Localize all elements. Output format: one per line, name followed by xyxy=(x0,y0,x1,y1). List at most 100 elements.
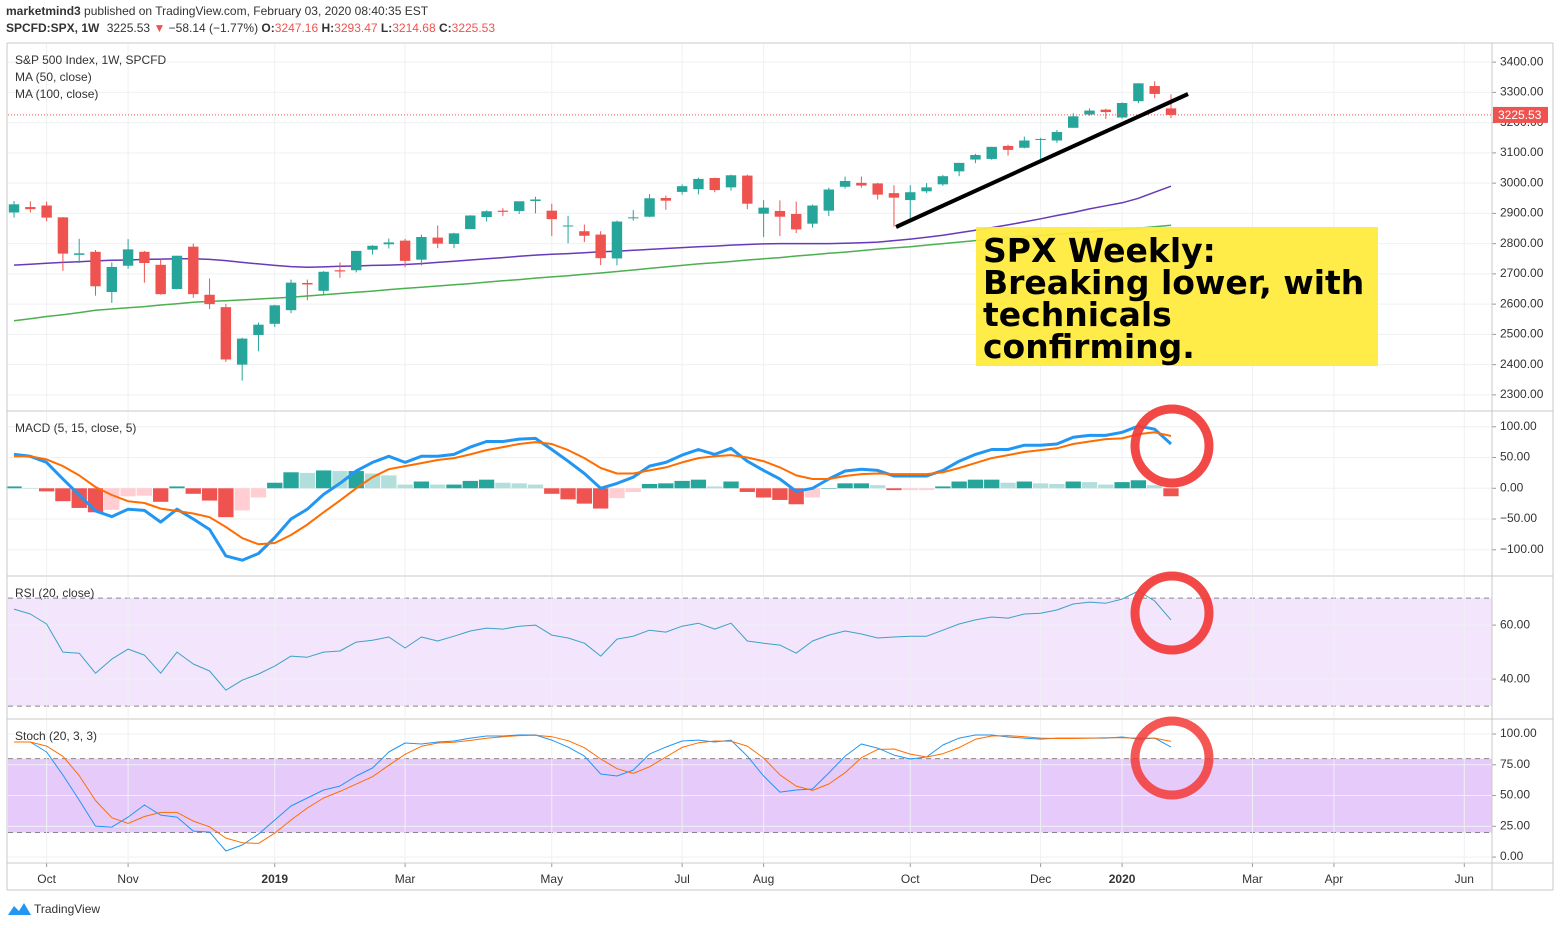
histogram-bar xyxy=(185,488,201,494)
histogram-bar xyxy=(1032,483,1049,489)
y-tick-label: 0.00 xyxy=(1500,480,1524,494)
candle-body xyxy=(481,211,492,218)
plot-area: 2300.00 2400.00 2500.00 2600.00 2700.00 2800.… xyxy=(6,44,1548,886)
histogram-bar xyxy=(1065,481,1081,489)
x-tick-label: Jul xyxy=(674,872,689,886)
drawings xyxy=(895,92,1214,800)
candle-body xyxy=(937,176,949,185)
histogram-bar xyxy=(120,488,136,497)
histogram-bar xyxy=(250,488,267,498)
candle-body xyxy=(856,182,867,186)
y-tick-label: 75.00 xyxy=(1500,757,1530,771)
candle-body xyxy=(709,177,720,191)
candle-body xyxy=(921,187,932,192)
publish-line: marketmind3 published on TradingView.com… xyxy=(6,4,429,18)
histogram-bar xyxy=(478,479,495,489)
series-line xyxy=(13,424,1173,562)
candle-body xyxy=(823,189,835,211)
candle-body xyxy=(73,253,85,255)
histogram-bar xyxy=(397,484,413,489)
histogram-bar xyxy=(625,488,641,492)
histogram-bar xyxy=(136,488,153,496)
y-tick-label: 2600.00 xyxy=(1500,296,1544,310)
y-tick-label: 2800.00 xyxy=(1500,236,1544,250)
candle-body xyxy=(399,240,411,261)
candle-body xyxy=(90,251,101,287)
candle-body xyxy=(644,198,655,217)
candle-body xyxy=(497,210,509,212)
candle-body xyxy=(269,305,280,324)
histogram-bar xyxy=(707,486,723,489)
candle-body xyxy=(416,236,427,260)
pane-title: S&P 500 Index, 1W, SPCFD xyxy=(15,53,167,67)
footer: TradingView xyxy=(8,902,100,916)
x-tick-label: Mar xyxy=(395,872,416,886)
x-tick-label: May xyxy=(540,872,563,886)
candle-body xyxy=(546,210,557,220)
histogram-bar xyxy=(299,472,316,489)
candle-body xyxy=(1002,145,1014,150)
x-tick-label: Apr xyxy=(1325,872,1344,886)
published: published on TradingView.com, February 0… xyxy=(84,4,429,18)
x-tick-label: Nov xyxy=(117,872,138,886)
legend-entry: MA (50, close) xyxy=(15,70,92,84)
candle-body xyxy=(742,175,753,204)
y-tick-label: 50.00 xyxy=(1500,788,1530,802)
candle-body xyxy=(562,225,574,227)
histogram-bar xyxy=(413,481,430,489)
candle-body xyxy=(839,181,851,187)
x-tick-label: Oct xyxy=(901,872,920,886)
histogram-bar xyxy=(837,483,853,489)
candle-body xyxy=(8,204,20,213)
author: marketmind3 xyxy=(6,4,81,18)
histogram-bar xyxy=(821,488,837,489)
candle-body xyxy=(367,245,378,250)
x-tick-label: Oct xyxy=(37,872,56,886)
histogram-bar xyxy=(1130,480,1147,489)
y-tick-label: −100.00 xyxy=(1500,542,1544,556)
candle-body xyxy=(725,175,737,188)
candle-body xyxy=(1100,109,1112,113)
frame xyxy=(6,42,1554,891)
series-line xyxy=(14,431,1172,546)
y-tick-label: 3000.00 xyxy=(1500,175,1544,189)
histogram-bar xyxy=(1016,481,1032,489)
candle-body xyxy=(220,307,232,360)
histogram-bar xyxy=(38,488,55,492)
histogram-bar xyxy=(902,488,918,491)
histogram-bar xyxy=(332,471,348,489)
symbol-line: SPCFD:SPX, 1W 3225.53 ▼ −58.14 (−1.77%) … xyxy=(6,21,495,35)
histogram-bar xyxy=(1147,485,1163,489)
candle-body xyxy=(122,249,134,266)
highlight-circle xyxy=(1130,404,1214,488)
candle-body xyxy=(872,183,883,195)
candle-body xyxy=(953,162,965,172)
candle-body xyxy=(465,215,476,230)
y-tick-label: 2700.00 xyxy=(1500,266,1544,280)
histogram-bar xyxy=(527,484,544,489)
candle-body xyxy=(676,186,688,192)
candle-body xyxy=(1165,108,1177,115)
histogram-bar xyxy=(495,482,511,489)
candle-body xyxy=(318,271,329,291)
candle-body xyxy=(660,197,672,201)
histogram-bar xyxy=(315,470,332,489)
histogram-bar xyxy=(951,481,967,489)
ohlc-label: C: xyxy=(439,21,452,35)
histogram-bar xyxy=(169,486,185,489)
histogram-bar xyxy=(364,473,381,489)
candle-body xyxy=(774,210,786,217)
y-tick-label: 40.00 xyxy=(1500,671,1530,685)
y-tick-label: 50.00 xyxy=(1500,450,1530,464)
last-price: 3225.53 xyxy=(107,21,151,35)
histogram-bar xyxy=(658,483,674,489)
candle-body xyxy=(25,207,36,210)
ohlc-label: L: xyxy=(381,21,392,35)
histogram-bar xyxy=(674,480,690,489)
candle-body xyxy=(302,282,313,285)
y-tick-label: 2300.00 xyxy=(1500,387,1544,401)
annotation-text: technicals xyxy=(983,295,1172,334)
candle-body xyxy=(1084,110,1095,115)
candle-body xyxy=(693,178,704,190)
x-tick-label: Jun xyxy=(1455,872,1474,886)
